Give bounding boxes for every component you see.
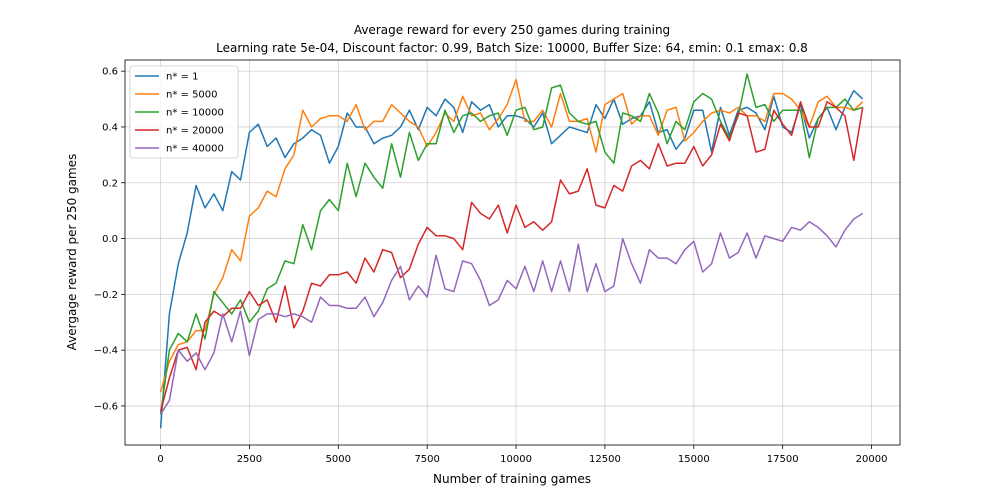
x-tick-label: 12500 — [589, 454, 621, 465]
legend-label: n* = 10000 — [166, 108, 224, 119]
y-tick-label: −0.4 — [94, 346, 118, 357]
x-tick-label: 20000 — [856, 454, 888, 465]
series-line-3 — [159, 73, 863, 415]
chart-title: Average reward for every 250 games durin… — [354, 23, 670, 37]
chart-subtitle: Learning rate 5e-04, Discount factor: 0.… — [216, 41, 808, 55]
plot-area: 0 2500 5000 7500 10000 12500 15000 17500 20000 −… — [94, 59, 901, 465]
series-layer — [159, 73, 864, 429]
x-axis-label: Number of training games — [433, 472, 591, 486]
series-line-5 — [159, 212, 864, 415]
legend-frame — [129, 65, 239, 159]
y-tick-label: 0.6 — [102, 67, 118, 78]
gridlines — [125, 60, 900, 445]
x-tick-label: 7500 — [414, 454, 439, 465]
x-tick-label: 15000 — [678, 454, 710, 465]
series-line-4 — [159, 101, 864, 412]
x-axis-ticks: 0 2500 5000 7500 10000 12500 15000 17500 20000 — [157, 445, 887, 465]
legend-label: n* = 20000 — [166, 126, 224, 137]
legend-label: n* = 1 — [166, 72, 198, 83]
x-tick-label: 0 — [157, 454, 163, 465]
plot-background — [125, 60, 900, 445]
y-tick-label: 0.4 — [102, 122, 118, 133]
y-tick-label: −0.2 — [94, 290, 118, 301]
plot-frame — [124, 59, 901, 446]
y-tick-label: −0.6 — [94, 401, 118, 412]
legend: n* = 1 n* = 5000 n* = 10000 n* = 20000 n* = … — [129, 65, 239, 159]
x-tick-label: 5000 — [326, 454, 351, 465]
x-tick-label: 2500 — [237, 454, 262, 465]
legend-label: n* = 5000 — [166, 90, 218, 101]
legend-label: n* = 40000 — [166, 144, 224, 155]
y-tick-label: 0.2 — [102, 178, 118, 189]
y-axis-label: Avergage reward per 250 games — [65, 154, 79, 351]
series-line-1 — [159, 89, 864, 429]
y-tick-label: 0.0 — [102, 234, 118, 245]
y-axis-ticks: −0.6 −0.4 −0.2 0.0 0.2 0.4 0.6 — [94, 67, 125, 412]
x-tick-label: 17500 — [767, 454, 799, 465]
series-line-2 — [159, 78, 864, 393]
x-tick-label: 10000 — [500, 454, 532, 465]
